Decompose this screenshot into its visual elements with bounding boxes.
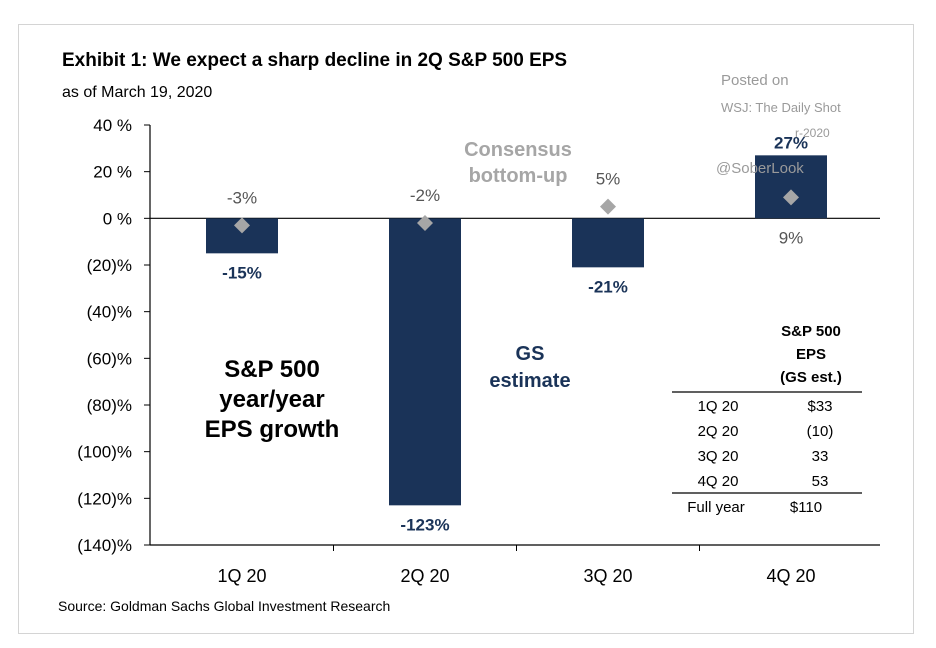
- eps-table-row-value: $33: [807, 398, 832, 415]
- watermark-line1: Posted on: [721, 72, 789, 89]
- gs-estimate-bar: [572, 218, 644, 268]
- eps-table-header-line1: S&P 500: [781, 323, 841, 340]
- x-tick-label: 2Q 20: [400, 566, 449, 586]
- gs-estimate-label: -15%: [222, 263, 262, 282]
- consensus-label: 5%: [596, 170, 621, 189]
- consensus-marker: [600, 198, 616, 215]
- y-tick-label: 0 %: [103, 209, 132, 228]
- consensus-marker: [783, 189, 799, 206]
- x-tick-label: 4Q 20: [766, 566, 815, 586]
- growth-annotation-line1: S&P 500: [224, 356, 320, 383]
- gs-annotation-line2: estimate: [489, 370, 570, 392]
- eps-table-total-value: $110: [790, 499, 822, 516]
- watermark-line3: r-2020: [795, 126, 830, 140]
- consensus-marker: [234, 217, 250, 234]
- eps-table-row-value: 53: [812, 473, 829, 490]
- y-tick-label: (140)%: [77, 536, 132, 555]
- eps-table-header-line2: EPS: [796, 346, 826, 363]
- y-tick-label: (40)%: [87, 303, 132, 322]
- eps-table-row-label: 2Q 20: [698, 423, 739, 440]
- x-tick-label: 1Q 20: [217, 566, 266, 586]
- consensus-label: 9%: [779, 228, 804, 247]
- eps-table-row-label: 1Q 20: [698, 398, 739, 415]
- y-tick-label: 40 %: [93, 116, 132, 135]
- gs-estimate-label: 27%: [774, 133, 808, 152]
- growth-annotation-line2: year/year: [219, 386, 324, 413]
- y-tick-label: (120)%: [77, 489, 132, 508]
- gs-estimate-label: -21%: [588, 277, 628, 296]
- chart-title: Exhibit 1: We expect a sharp decline in …: [62, 50, 568, 71]
- x-tick-label: 3Q 20: [583, 566, 632, 586]
- eps-table: S&P 500 EPS (GS est.) 1Q 20 $33 2Q 20 (1…: [672, 323, 862, 516]
- source-note: Source: Goldman Sachs Global Investment …: [58, 598, 391, 614]
- consensus-annotation-line1: Consensus: [464, 139, 572, 161]
- eps-table-row-label: 3Q 20: [698, 448, 739, 465]
- consensus-markers: -3% -2% 5% 9%: [227, 170, 803, 248]
- y-tick-label: (80)%: [87, 396, 132, 415]
- y-tick-label: (60)%: [87, 349, 132, 368]
- consensus-label: -2%: [410, 186, 440, 205]
- eps-table-row-value: (10): [807, 423, 834, 440]
- y-tick-label: 20 %: [93, 163, 132, 182]
- axes: 40 % 20 % 0 % (20)% (40)% (60)% (80)% (100)% (12…: [77, 116, 880, 586]
- eps-table-header-line3: (GS est.): [780, 369, 842, 386]
- eps-table-row-value: 33: [812, 448, 829, 465]
- growth-annotation-line3: EPS growth: [205, 416, 340, 443]
- consensus-annotation-line2: bottom-up: [469, 165, 568, 187]
- gs-estimate-bar: [755, 155, 827, 219]
- gs-annotation-line1: GS: [516, 343, 545, 365]
- gs-estimate-bar: [389, 218, 461, 506]
- eps-table-total-label: Full year: [687, 499, 745, 516]
- watermark-line4: @SoberLook: [716, 160, 804, 177]
- y-tick-label: (20)%: [87, 256, 132, 275]
- consensus-label: -3%: [227, 188, 257, 207]
- consensus-marker: [417, 215, 433, 231]
- watermark-line2: WSJ: The Daily Shot: [721, 100, 841, 115]
- chart-subtitle: as of March 19, 2020: [62, 84, 213, 101]
- eps-table-row-label: 4Q 20: [698, 473, 739, 490]
- gs-estimate-label: -123%: [400, 515, 449, 534]
- bars: -15% -123% -21% 27%: [206, 133, 827, 534]
- chart-frame: [18, 24, 914, 634]
- y-tick-label: (100)%: [77, 443, 132, 462]
